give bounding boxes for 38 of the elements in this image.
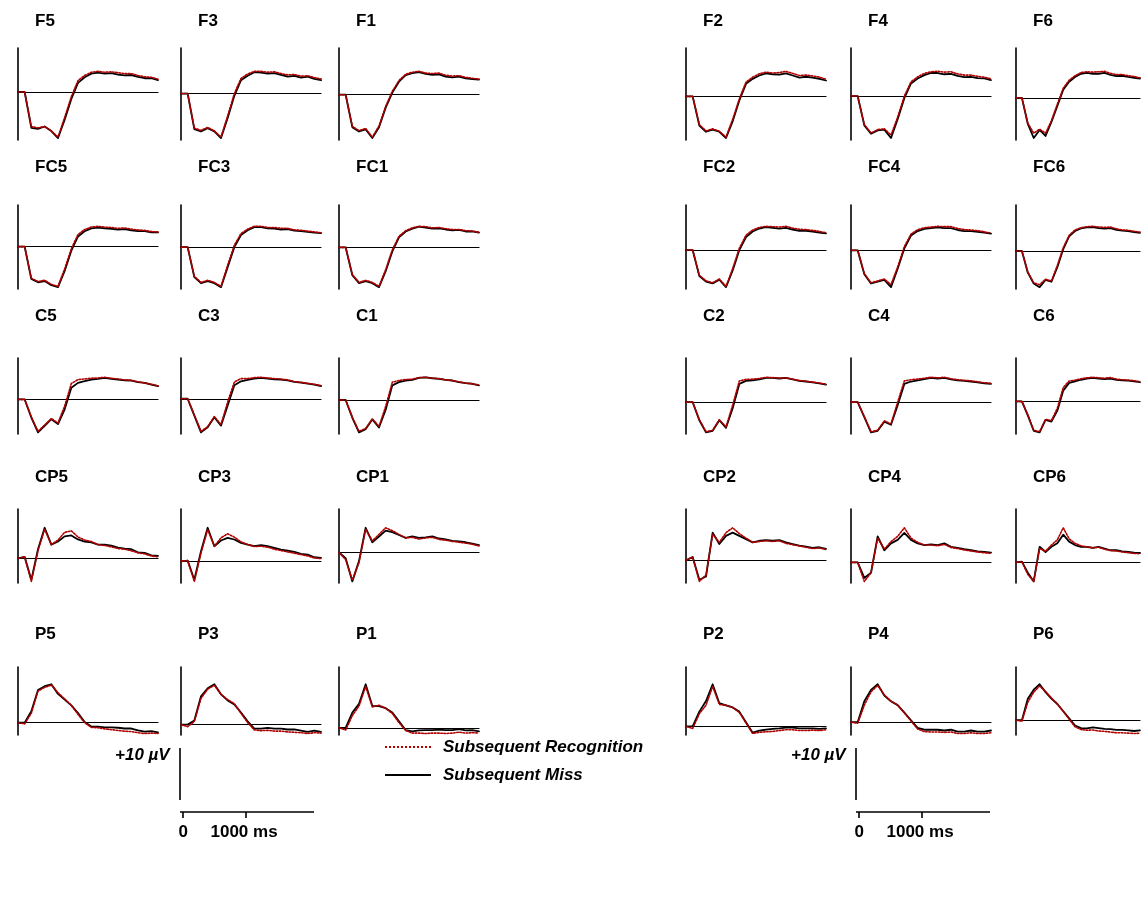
text: +10 µV: [791, 745, 846, 765]
text: 1000 ms: [886, 822, 954, 842]
text: +10 µV: [115, 745, 170, 765]
chart-title: P5: [35, 624, 56, 643]
chart-title: P4: [868, 624, 890, 643]
chart-title: C4: [868, 306, 891, 325]
chart-title: P1: [356, 624, 377, 643]
text: 0: [854, 822, 864, 842]
chart-title: CP1: [356, 467, 390, 486]
chart-title: CP3: [198, 467, 232, 486]
chart-title: F1: [356, 11, 376, 30]
chart-title: C2: [703, 306, 725, 325]
chart-title: F2: [703, 11, 723, 30]
chart-title: F3: [198, 11, 218, 30]
chart-title: C6: [1033, 306, 1055, 325]
chart-title: CP2: [703, 467, 737, 486]
legend-label: Subsequent Miss: [443, 765, 583, 785]
legend-label: Subsequent Recognition: [443, 737, 644, 757]
chart-title: F4: [868, 11, 889, 30]
chart-title: FC4: [868, 157, 901, 176]
chart-title: P6: [1033, 624, 1054, 643]
chart-title: C5: [35, 306, 57, 325]
text: 1000 ms: [210, 822, 278, 842]
chart-title: F6: [1033, 11, 1053, 30]
chart-title: CP4: [868, 467, 902, 486]
chart-title: P2: [703, 624, 724, 643]
text: 0: [178, 822, 188, 842]
chart-title: FC3: [198, 157, 231, 176]
chart-title: C1: [356, 306, 378, 325]
chart-title: P3: [198, 624, 219, 643]
chart-title: FC1: [356, 157, 389, 176]
chart-title: FC6: [1033, 157, 1066, 176]
chart-title: CP5: [35, 467, 69, 486]
chart-title: CP6: [1033, 467, 1067, 486]
chart-title: FC5: [35, 157, 68, 176]
chart-title: F5: [35, 11, 55, 30]
chart-title: C3: [198, 306, 220, 325]
chart-title: FC2: [703, 157, 736, 176]
